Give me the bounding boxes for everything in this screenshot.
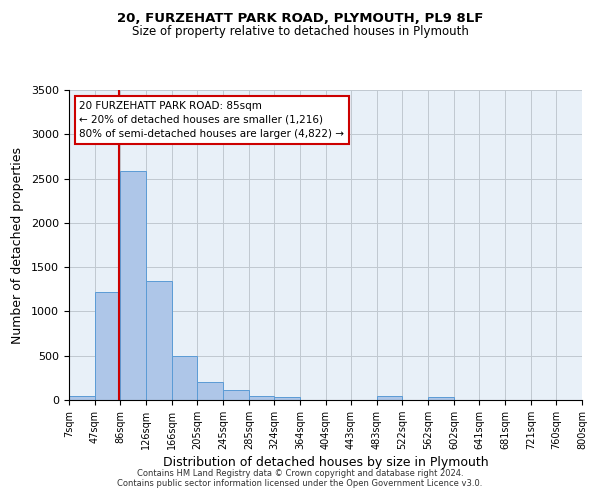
Bar (428, 398, 454, 400)
Bar (377, 396, 402, 400)
Y-axis label: Number of detached properties: Number of detached properties (11, 146, 24, 344)
Bar (249, 396, 274, 400)
Text: 20, FURZEHATT PARK ROAD, PLYMOUTH, PL9 8LF: 20, FURZEHATT PARK ROAD, PLYMOUTH, PL9 8… (117, 12, 483, 26)
Bar (146, 282, 172, 400)
Bar (69, 396, 95, 400)
Bar (172, 356, 197, 400)
Bar (95, 292, 120, 400)
Text: Contains HM Land Registry data © Crown copyright and database right 2024.: Contains HM Land Registry data © Crown c… (137, 468, 463, 477)
Text: Contains public sector information licensed under the Open Government Licence v3: Contains public sector information licen… (118, 478, 482, 488)
Bar (120, 172, 146, 400)
X-axis label: Distribution of detached houses by size in Plymouth: Distribution of detached houses by size … (163, 456, 488, 469)
Text: 20 FURZEHATT PARK ROAD: 85sqm
← 20% of detached houses are smaller (1,216)
80% o: 20 FURZEHATT PARK ROAD: 85sqm ← 20% of d… (79, 101, 344, 139)
Bar (274, 398, 300, 400)
Bar (223, 390, 249, 400)
Bar (197, 382, 223, 400)
Text: Size of property relative to detached houses in Plymouth: Size of property relative to detached ho… (131, 25, 469, 38)
